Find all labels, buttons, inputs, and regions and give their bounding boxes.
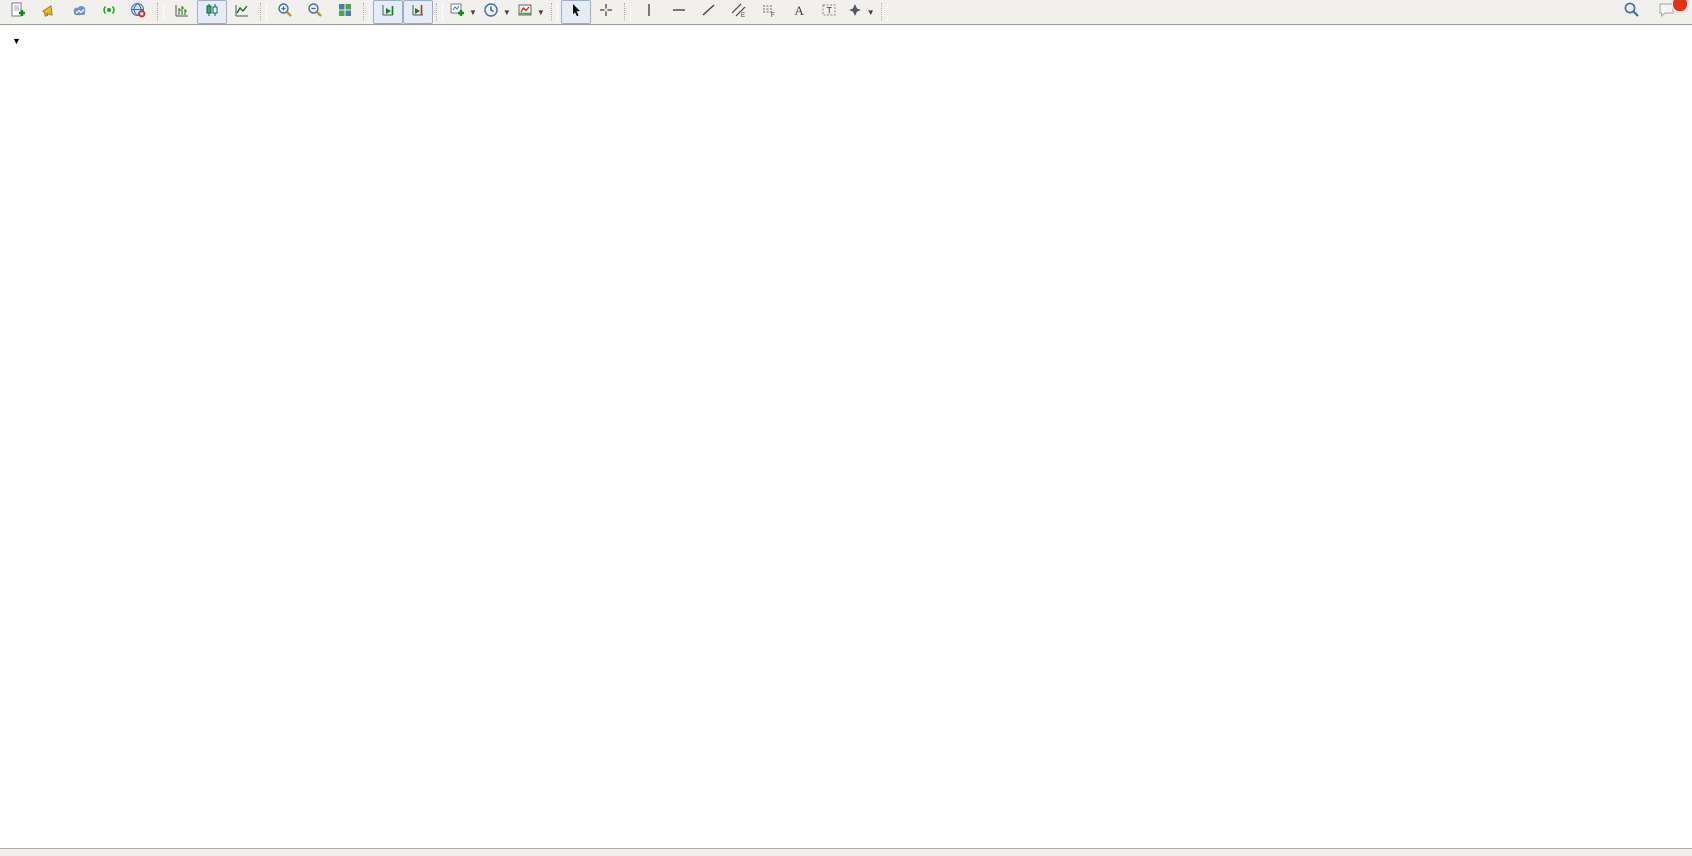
chevron-down-icon: ▼ — [502, 7, 511, 17]
svg-text:F: F — [771, 13, 775, 18]
usdjpy-h4-chart[interactable] — [0, 25, 1692, 856]
horizontal-line-button[interactable] — [664, 0, 694, 24]
periods-button[interactable]: ▼ — [480, 0, 514, 24]
community-cloud-icon — [71, 2, 87, 23]
tile-windows-icon — [337, 2, 353, 23]
signals-icon — [101, 2, 117, 23]
zoom-in-icon — [277, 2, 293, 23]
arrows-icon — [847, 2, 863, 23]
collapse-one-click-icon[interactable]: ▼ — [12, 36, 21, 46]
toolbar-separator — [550, 3, 558, 21]
tile-windows-button[interactable] — [330, 0, 360, 24]
periods-clock-icon — [483, 2, 499, 23]
new-order-button[interactable] — [4, 0, 34, 24]
text-button[interactable]: A — [784, 0, 814, 24]
auto-scroll-button[interactable] — [373, 0, 403, 24]
megaphone-icon — [41, 2, 57, 23]
fibonacci-icon: F — [761, 2, 777, 23]
text-label-button[interactable]: T — [814, 0, 844, 24]
trendline-icon — [701, 2, 717, 23]
zoom-out-icon — [307, 2, 323, 23]
line-chart-button[interactable] — [227, 0, 257, 24]
chart-shift-button[interactable] — [403, 0, 433, 24]
line-chart-icon — [234, 2, 250, 23]
svg-text:E: E — [741, 13, 745, 18]
new-chart-icon — [449, 2, 465, 23]
trendline-button[interactable] — [694, 0, 724, 24]
chevron-down-icon: ▼ — [536, 7, 545, 17]
vertical-line-icon — [641, 2, 657, 23]
chevron-down-icon: ▼ — [469, 7, 477, 17]
zoom-out-button[interactable] — [300, 0, 330, 24]
bar-chart-icon — [174, 2, 190, 23]
search-icon — [1623, 1, 1640, 23]
cursor-icon — [568, 2, 584, 23]
toolbar-separator — [260, 3, 267, 21]
horizontal-line-icon — [671, 2, 687, 23]
community-button[interactable] — [64, 0, 94, 24]
templates-icon — [517, 2, 533, 23]
text-label-icon: T — [821, 2, 837, 23]
fibonacci-button[interactable]: F — [754, 0, 784, 24]
crosshair-button[interactable] — [591, 0, 621, 24]
candlestick-chart-icon — [204, 2, 220, 23]
chevron-down-icon: ▼ — [866, 7, 875, 17]
arrows-button[interactable]: ▼ — [844, 0, 878, 24]
search-button[interactable] — [1616, 0, 1646, 24]
toolbar-right — [1616, 0, 1688, 24]
chat-unread-badge — [1672, 0, 1688, 12]
zoom-in-button[interactable] — [270, 0, 300, 24]
status-strip — [0, 848, 1692, 856]
signals-button[interactable] — [94, 0, 124, 24]
new-order-icon — [10, 2, 26, 23]
alerts-button[interactable] — [34, 0, 64, 24]
vertical-line-button[interactable] — [634, 0, 664, 24]
chart-title: ▼ — [12, 33, 32, 47]
toolbar-separator — [623, 3, 631, 21]
auto-scroll-icon — [380, 2, 396, 23]
candlestick-chart-button[interactable] — [197, 0, 227, 24]
svg-text:A: A — [794, 3, 804, 18]
autotrading-button[interactable] — [124, 0, 154, 24]
text-icon: A — [791, 2, 807, 23]
toolbar-separator — [363, 3, 370, 21]
templates-button[interactable]: ▼ — [514, 0, 548, 24]
bar-chart-button[interactable] — [167, 0, 197, 24]
autotrading-globe-icon — [130, 2, 146, 23]
chat-button[interactable] — [1652, 0, 1688, 24]
chart-shift-icon — [410, 2, 426, 23]
crosshair-icon — [598, 2, 614, 23]
svg-text:T: T — [826, 5, 832, 15]
toolbar-separator — [880, 3, 888, 21]
toolbar-separator — [157, 3, 164, 21]
chart-window: ▼ — [0, 25, 1692, 856]
cursor-button[interactable] — [560, 0, 591, 24]
toolbar-separator — [436, 3, 443, 21]
equidistant-channel-button[interactable]: E — [724, 0, 754, 24]
main-toolbar: ▼ ▼ ▼ E F — [0, 0, 1692, 25]
equidistant-channel-icon: E — [731, 2, 747, 23]
new-chart-button[interactable]: ▼ — [446, 0, 480, 24]
